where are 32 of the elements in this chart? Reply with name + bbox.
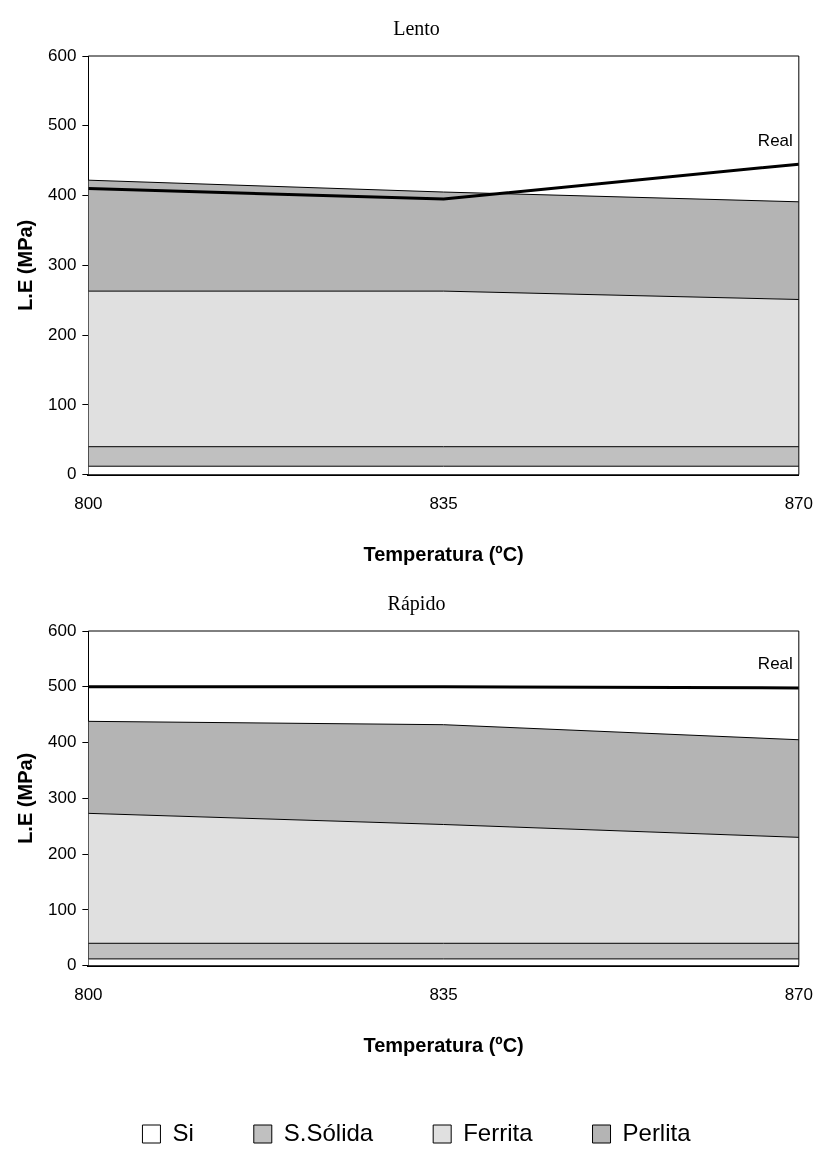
y-tick-label: 500 [47,676,77,696]
y-tick-label: 200 [47,843,77,863]
y-axis-title: L.E (MPa) [13,752,36,844]
x-tick-label: 835 [429,494,458,514]
x-axis-title: Temperatura (ºC) [363,1033,524,1056]
x-axis-title: Temperatura (ºC) [363,542,524,565]
series-label: Real [757,653,793,673]
legend-label: Si [172,1118,194,1146]
y-tick-label: 100 [47,394,77,414]
y-tick-label: 200 [47,324,77,344]
x-tick-label: 870 [784,494,814,514]
y-tick-label: 400 [47,732,77,752]
y-tick-label: 300 [47,787,77,807]
x-tick-label: 835 [429,985,458,1005]
x-tick-label: 800 [74,494,103,514]
y-tick-label: 100 [47,899,77,919]
legend-label: Perlita [622,1118,692,1146]
y-tick-label: 0 [66,464,77,484]
y-tick-label: 500 [47,115,77,135]
y-tick-label: 400 [47,185,77,205]
y-axis-title: L.E (MPa) [13,219,36,311]
x-tick-label: 870 [784,985,814,1005]
chart-title: Lento [393,17,440,40]
legend-label: Ferrita [463,1118,534,1146]
y-tick-label: 0 [66,955,77,975]
chart-title: Rápido [387,592,446,616]
legend-label: S.Sólida [283,1118,374,1146]
y-tick-label: 300 [47,254,77,274]
y-tick-label: 600 [47,620,77,640]
series-label: Real [757,131,793,151]
y-tick-label: 600 [47,45,77,65]
x-tick-label: 800 [74,985,103,1005]
